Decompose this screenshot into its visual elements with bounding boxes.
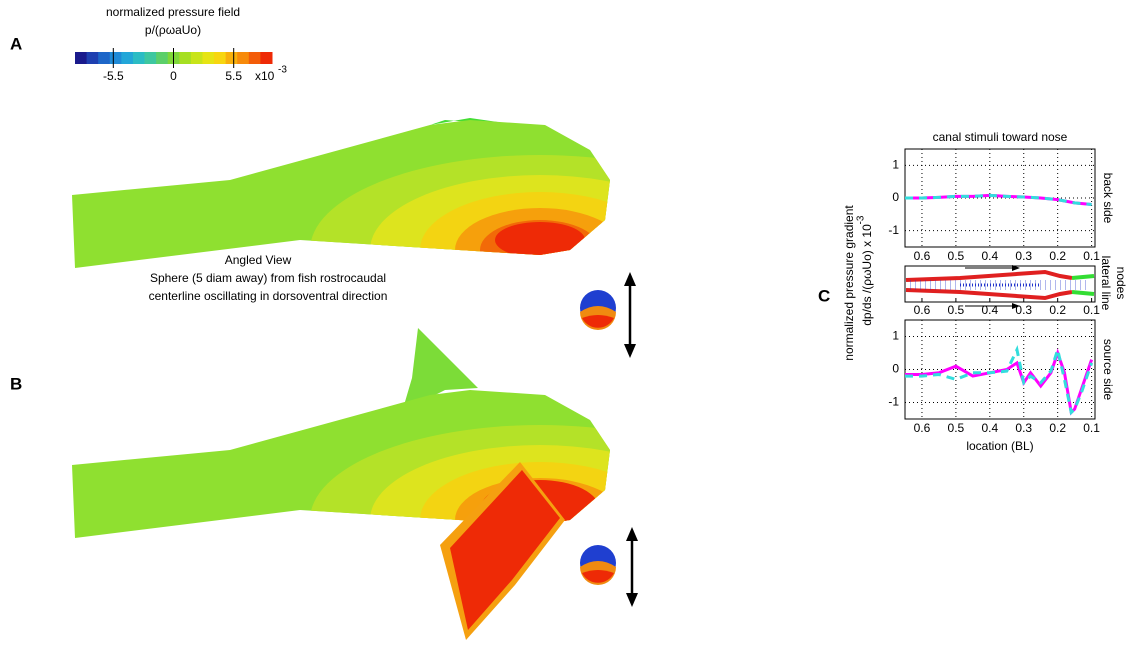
annotation: centerline oscillating in dorsoventral d… [149,289,388,303]
colorbar-tick-label: 0 [170,69,177,83]
side-label: source side [1101,339,1115,401]
data-line [905,193,1092,207]
colorbar-segment [179,52,192,64]
y-tick-label: -1 [888,395,899,409]
fish-a [72,118,636,358]
x-tick-label: 0.3 [1015,421,1032,435]
colorbar-title: normalized pressure field [106,5,240,19]
x-tick-label: 0.1 [1083,421,1100,435]
y-axis-label-exponent: -3 [856,215,867,224]
colorbar-segment [248,52,261,64]
colorbar-segment [190,52,203,64]
colorbar-segment [75,52,88,64]
nodes-x-tick-label: 0.1 [1083,303,1100,317]
colorbar-subtitle: p/(ρωaUo) [145,23,201,37]
y-axis-label: normalized pressure gradient [842,205,856,361]
colorbar-exponent: -3 [278,65,287,76]
y-axis-label: dp/ds /(ρωUo) x 10 [860,224,874,326]
data-line [905,343,1094,416]
colorbar-tick-label: 5.5 [225,69,242,83]
nodes-x-tick-label: 0.6 [914,303,931,317]
colorbar-tick-label: -5.5 [103,69,124,83]
x-tick-label: 0.5 [948,421,965,435]
fish-b [72,328,638,640]
x-tick-label: 0.4 [981,421,998,435]
nodes-x-tick-label: 0.2 [1049,303,1066,317]
y-tick-label: 1 [892,329,899,343]
chart-title: canal stimuli toward nose [933,130,1068,144]
y-tick-label: 0 [892,190,899,204]
side-label: back side [1101,173,1115,224]
panel-label: C [818,286,830,305]
colorbar-segment [98,52,111,64]
x-tick-label: 0.3 [1015,249,1032,263]
panel-label: A [10,34,22,53]
nodes-x-tick-label: 0.4 [981,303,998,317]
x-tick-label: 0.6 [914,249,931,263]
colorbar-segment [214,52,227,64]
annotation: Angled View [225,253,292,267]
x-tick-label: 0.6 [914,421,931,435]
colorbar-segment [237,52,250,64]
colorbar-segment [132,52,146,64]
x-tick-label: 0.2 [1049,421,1066,435]
nodes-panel [904,265,1096,309]
colorbar-multiplier: x10 [255,69,275,83]
panel-label: B [10,374,22,393]
y-tick-label: 0 [892,362,899,376]
x-tick-label: 0.4 [981,249,998,263]
nodes-x-tick-label: 0.3 [1015,303,1032,317]
x-tick-label: 0.5 [948,249,965,263]
colorbar-segment [109,52,122,64]
nodes-label: nodes [1114,267,1128,300]
colorbar-segment [86,52,99,64]
colorbar-segment [144,52,157,64]
x-tick-label: 0.1 [1083,249,1100,263]
x-tick-label: 0.2 [1049,249,1066,263]
annotation: Sphere (5 diam away) from fish rostrocau… [150,271,386,285]
colorbar-segment [156,52,169,64]
colorbar-segment [202,52,215,64]
nodes-x-tick-label: 0.5 [948,303,965,317]
colorbar-segment [225,52,238,64]
y-tick-label: -1 [888,223,899,237]
x-axis-label: location (BL) [966,439,1033,453]
y-tick-label: 1 [892,158,899,172]
colorbar-segment [121,52,134,64]
colorbar-segment [260,52,273,64]
nodes-label: lateral line [1099,256,1113,311]
